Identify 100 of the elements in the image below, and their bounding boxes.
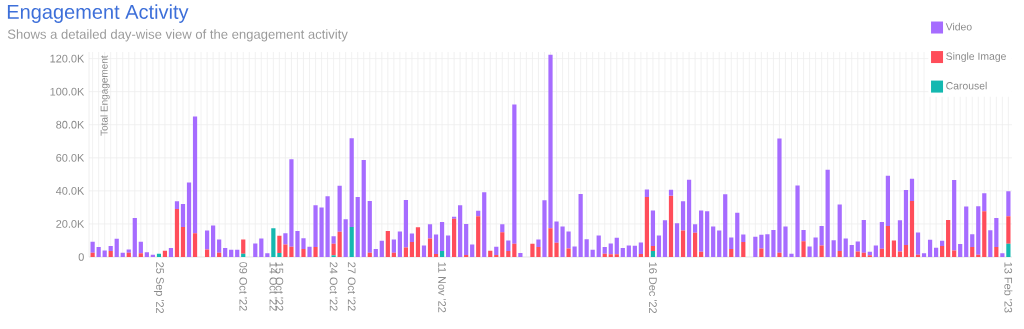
bar xyxy=(614,237,619,255)
bar xyxy=(271,228,276,257)
legend-label: Single Image xyxy=(946,52,1006,62)
x-tick-label: 09 Oct '22 xyxy=(239,262,248,311)
chart-title: Engagement Activity xyxy=(7,4,189,23)
bar xyxy=(952,180,957,251)
bar xyxy=(644,196,650,257)
bar xyxy=(952,250,957,257)
bar xyxy=(204,230,210,250)
bar xyxy=(223,248,228,257)
bar xyxy=(994,247,999,257)
bar xyxy=(253,243,258,257)
bar xyxy=(439,221,445,252)
bar xyxy=(831,240,836,257)
bar xyxy=(126,249,131,253)
bar xyxy=(903,190,909,246)
bar xyxy=(138,241,143,254)
bar xyxy=(849,245,854,257)
bar xyxy=(566,248,571,257)
bar xyxy=(680,201,686,231)
bar xyxy=(753,236,758,257)
bar xyxy=(729,237,734,250)
bar xyxy=(391,239,396,253)
bar xyxy=(313,247,318,257)
bar xyxy=(638,254,643,257)
bar xyxy=(656,235,662,257)
bar xyxy=(608,243,613,255)
x-tick-label: 24 Oct '22 xyxy=(329,262,338,311)
bar xyxy=(825,169,830,257)
bar xyxy=(668,195,674,257)
bar xyxy=(970,247,975,257)
bar xyxy=(427,238,433,257)
bar xyxy=(958,244,963,257)
bar xyxy=(90,241,95,253)
bar xyxy=(590,249,595,257)
bar xyxy=(174,208,180,257)
bar xyxy=(608,254,613,257)
bar xyxy=(843,238,848,257)
bar xyxy=(500,224,505,233)
x-tick-label: 25 Sep '22 xyxy=(153,262,164,314)
bar xyxy=(361,159,366,257)
bar xyxy=(699,210,704,252)
bar xyxy=(584,239,589,257)
bar xyxy=(759,248,764,257)
bar xyxy=(891,240,897,257)
bar xyxy=(180,203,186,227)
bar xyxy=(927,239,933,257)
bar xyxy=(277,235,282,254)
bar xyxy=(915,232,921,255)
bar xyxy=(337,231,342,257)
bar xyxy=(650,246,656,252)
bar xyxy=(96,247,101,257)
legend-label: Video xyxy=(945,22,972,31)
bar xyxy=(494,246,499,256)
y-tick-label: 60.0K xyxy=(56,153,85,162)
bar xyxy=(638,242,643,255)
bar xyxy=(1006,191,1011,217)
bar xyxy=(994,217,999,248)
bar xyxy=(940,240,945,247)
bar xyxy=(180,226,186,257)
bar xyxy=(801,241,806,257)
bar xyxy=(699,251,704,257)
bar xyxy=(337,185,342,232)
x-tick-label: 13 Feb '23 xyxy=(1004,262,1013,313)
bar xyxy=(482,192,487,257)
bar xyxy=(940,246,945,257)
bar xyxy=(192,116,198,234)
chart-subtitle: Shows a detailed day-wise view of the engagement activity xyxy=(7,29,348,42)
bar xyxy=(331,236,336,244)
x-tick-label: 16 Dec '22 xyxy=(649,262,657,314)
bar xyxy=(301,249,306,257)
bar xyxy=(445,235,451,257)
bar xyxy=(343,219,348,257)
y-tick-label: 120.0K xyxy=(50,54,85,63)
bar xyxy=(976,206,981,255)
bar xyxy=(476,216,481,257)
bar xyxy=(873,245,878,257)
bar xyxy=(439,251,445,257)
bar xyxy=(614,254,619,257)
bar xyxy=(909,200,915,257)
bar xyxy=(211,225,216,257)
bar xyxy=(735,212,740,257)
bar xyxy=(964,206,969,257)
bar xyxy=(705,211,710,257)
bar xyxy=(692,224,698,233)
bar xyxy=(403,247,409,257)
bar xyxy=(626,245,631,257)
bar xyxy=(692,232,698,257)
bar xyxy=(433,254,439,257)
bar xyxy=(138,253,143,257)
bar xyxy=(265,253,270,257)
bar xyxy=(500,232,505,257)
bar xyxy=(433,234,439,255)
bar xyxy=(602,247,607,254)
bar xyxy=(921,253,927,257)
bar xyxy=(668,189,674,196)
bar xyxy=(409,242,415,257)
bar xyxy=(506,251,511,257)
bar xyxy=(777,252,782,257)
bar xyxy=(855,251,860,257)
